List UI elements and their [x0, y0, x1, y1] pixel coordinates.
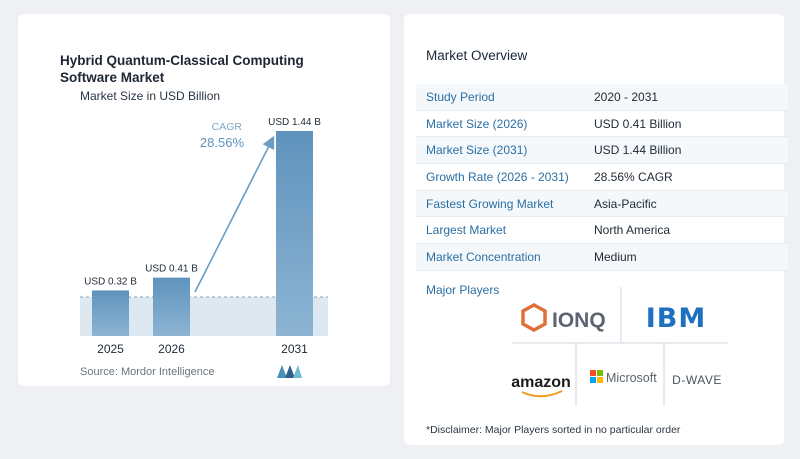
bar-2025	[92, 290, 129, 336]
row-label: Study Period	[426, 89, 495, 104]
table-row: Growth Rate (2026 - 2031) 28.56% CAGR	[416, 164, 788, 191]
players-title: Major Players	[426, 283, 500, 297]
chart-subtitle: Market Size in USD Billion	[80, 89, 221, 103]
table-row: Market Concentration Medium	[416, 244, 788, 271]
row-value: Asia-Pacific	[594, 196, 657, 211]
cagr-value: 28.56%	[200, 135, 245, 150]
row-value: USD 0.41 Billion	[594, 116, 682, 131]
row-label: Market Concentration	[426, 249, 541, 264]
tick-label-2025: 2025	[97, 342, 124, 356]
row-label: Growth Rate (2026 - 2031)	[426, 169, 569, 184]
data-label-2025: USD 0.32 B	[84, 276, 137, 287]
row-label: Market Size (2031)	[426, 143, 528, 158]
mordor-logo-icon	[277, 365, 302, 378]
row-value: North America	[594, 223, 671, 238]
table-row: Market Size (2026) USD 0.41 Billion	[416, 111, 788, 138]
disclaimer: *Disclaimer: Major Players sorted in no …	[426, 424, 681, 436]
row-value: Medium	[594, 249, 637, 264]
bar-chart: USD 0.32 B 2025 USD 0.41 B 2026 USD 1.44 B 20…	[80, 117, 328, 356]
row-label: Fastest Growing Market	[426, 196, 554, 211]
bar-2026	[153, 277, 190, 336]
tick-label-2031: 2031	[281, 342, 308, 356]
overview-title: Market Overview	[426, 48, 528, 63]
row-label: Largest Market	[426, 223, 507, 238]
table-row: Fastest Growing Market Asia-Pacific	[416, 190, 788, 218]
table-row: Largest Market North America	[416, 217, 788, 245]
cagr-label: CAGR	[212, 121, 243, 133]
table-row: Study Period 2020 - 2031	[416, 84, 788, 111]
row-value: 28.56% CAGR	[594, 169, 673, 184]
row-label: Market Size (2026)	[426, 116, 528, 131]
table-row: Market Size (2031) USD 1.44 Billion	[416, 137, 788, 165]
chart-title: Hybrid Quantum-Classical Computing Softw…	[60, 53, 304, 85]
overview-table: Study Period 2020 - 2031 Market Size (202…	[416, 84, 788, 271]
data-label-2031: USD 1.44 B	[268, 117, 321, 128]
row-value: USD 1.44 Billion	[594, 143, 682, 158]
data-label-2026: USD 0.41 B	[145, 264, 198, 275]
cagr-arrow	[194, 135, 275, 293]
source-text: Source: Mordor Intelligence	[80, 366, 215, 378]
row-value: 2020 - 2031	[594, 89, 659, 104]
bar-2031	[276, 131, 313, 336]
tick-label-2026: 2026	[158, 342, 185, 356]
